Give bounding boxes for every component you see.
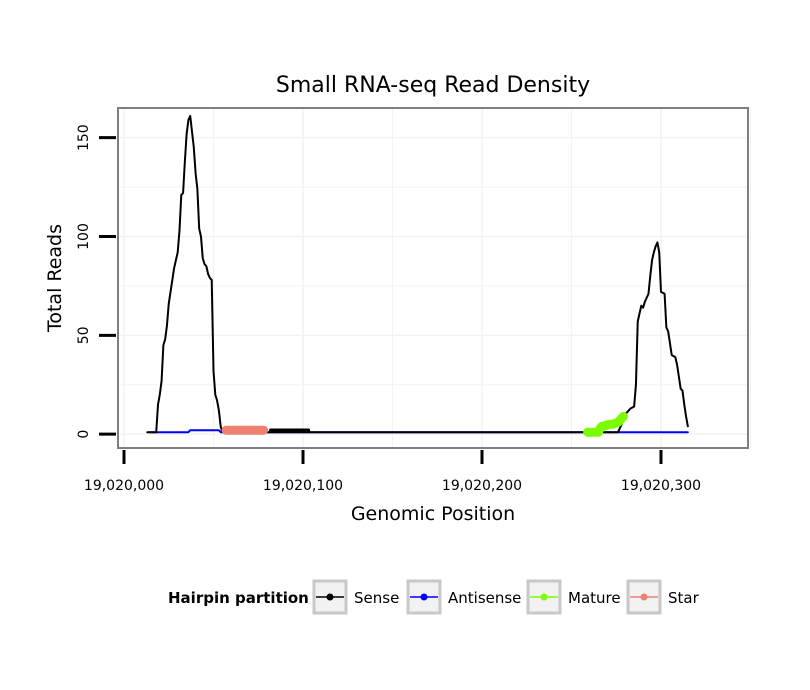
legend-label-sense: Sense xyxy=(354,589,399,607)
plot-panel xyxy=(117,107,751,449)
x-axis-title: Genomic Position xyxy=(351,503,515,525)
plot-border xyxy=(117,107,749,449)
y-tick-label: 0 xyxy=(76,430,92,439)
grid xyxy=(118,108,751,448)
legend-key-antisense-dot xyxy=(420,593,428,601)
x-axis: 19,020,000 19,020,100 19,020,200 19,020,300 xyxy=(84,450,701,494)
legend-label-star: Star xyxy=(668,589,700,607)
x-tick-label: 19,020,200 xyxy=(442,478,522,494)
legend-entry-antisense: Antisense xyxy=(406,579,521,615)
plot-background xyxy=(118,108,748,448)
y-tick-label: 50 xyxy=(76,326,92,344)
x-tick-label: 19,020,100 xyxy=(263,478,343,494)
legend-key-mature xyxy=(526,579,562,615)
legend-key-star-dot xyxy=(640,593,648,601)
series-layer xyxy=(146,114,689,437)
series-sense-line xyxy=(146,114,689,434)
y-axis-title: Total Reads xyxy=(44,224,66,333)
legend-key-mature-dot xyxy=(540,593,548,601)
series-mature-thick-line xyxy=(583,411,628,437)
legend-entry-mature: Mature xyxy=(526,579,621,615)
legend: Hairpin partition Sense Antisense Mature… xyxy=(168,579,700,615)
legend-entry-star: Star xyxy=(626,579,700,615)
y-tick-label: 150 xyxy=(76,124,92,151)
y-tick-label: 100 xyxy=(76,223,92,250)
x-tick-label: 19,020,000 xyxy=(84,478,164,494)
legend-label-antisense: Antisense xyxy=(448,589,521,607)
legend-entry-sense: Sense xyxy=(312,579,399,615)
chart-title: Small RNA-seq Read Density xyxy=(276,73,590,98)
y-axis: 0 50 100 150 xyxy=(76,124,116,439)
x-tick-label: 19,020,300 xyxy=(621,478,701,494)
legend-title: Hairpin partition xyxy=(168,589,309,607)
legend-label-mature: Mature xyxy=(568,589,621,607)
legend-key-sense-dot xyxy=(326,593,334,601)
